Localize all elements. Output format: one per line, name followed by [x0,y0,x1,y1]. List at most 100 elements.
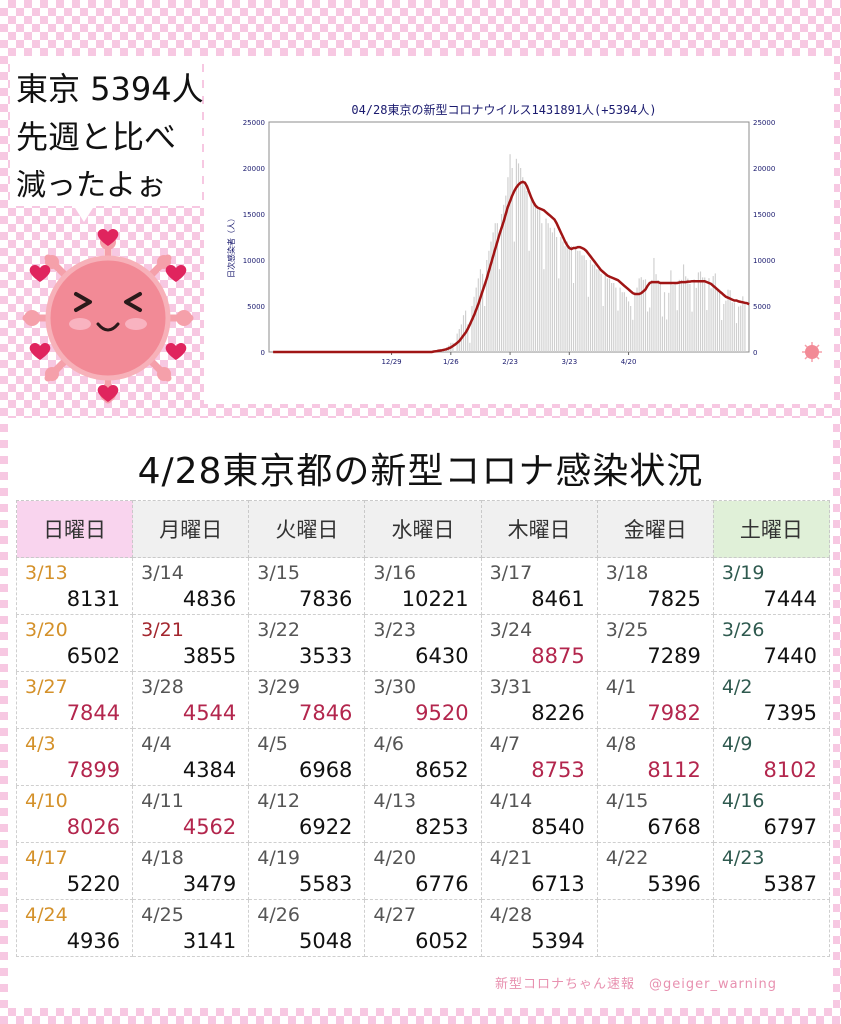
speech-line-compare: 先週と比べ [16,118,177,156]
cell-date: 3/28 [141,676,184,698]
cell-date: 3/30 [373,676,417,698]
daily-bar [503,204,505,352]
daily-bar [490,241,492,352]
daily-bar [598,269,600,352]
weekday-header-row: 日曜日 月曜日 火曜日 水曜日 木曜日 金曜日 土曜日 [15,500,831,558]
cell-date: 4/2 [721,676,753,698]
daily-bar [704,277,706,352]
daily-bar [541,223,543,352]
daily-bar [566,241,568,352]
cell-count: 5583 [298,872,353,896]
daily-bar [475,287,477,352]
daily-bar [630,306,632,352]
day-cell: 3/13 8131 [15,557,134,615]
cell-count: 8026 [66,815,121,839]
day-cell: 3/31 8226 [480,671,598,729]
daily-bar [655,274,657,352]
week-row: 4/3 7899 4/4 4384 4/5 6968 4/6 8652 4/7 8753 4/8 81… [15,728,831,786]
cell-date: 4/1 [605,676,637,698]
cell-date: 3/31 [489,676,533,698]
cell-date: 4/10 [25,790,68,812]
daily-bar [723,303,725,352]
cell-date: 4/17 [25,847,68,869]
day-cell: 3/28 4544 [132,671,250,729]
day-cell: 3/30 9520 [364,671,482,729]
weekday-header: 火曜日 [248,500,366,558]
day-cell: 4/16 6797 [712,785,831,843]
cell-count: 7836 [298,587,353,611]
weekday-header: 日曜日 [15,500,134,558]
day-cell: 4/12 6922 [248,785,366,843]
ytick-left-label: 10000 [243,257,265,265]
cell-count: 6768 [647,815,701,839]
daily-bar [577,250,579,352]
daily-bar [543,269,545,352]
cell-count: 6502 [66,644,121,668]
daily-bar [486,260,488,352]
daily-bar [663,292,666,352]
daily-bar [685,276,687,352]
day-cell: 4/24 4936 [15,899,134,957]
day-cell: 3/25 7289 [596,614,714,672]
day-cell: 4/5 6968 [248,728,366,786]
daily-bar [649,307,651,352]
cell-count: 3141 [182,929,237,953]
day-cell: 4/13 8253 [364,785,482,843]
daily-bar [710,288,712,352]
daily-bar [613,283,615,352]
xtick-label: 4/20 [621,358,637,366]
cell-count: 9520 [415,701,469,725]
cell-count: 7289 [647,644,701,668]
daily-bar [638,278,640,352]
cell-count: 6713 [531,872,585,896]
daily-bar [545,218,547,352]
daily-bar [496,223,498,352]
daily-bar [592,264,594,352]
daily-bar [691,311,693,352]
cell-date: 4/9 [721,733,753,755]
speech-bubble-tail [70,200,98,222]
day-cell [596,899,714,957]
cell-date: 3/19 [721,562,765,584]
cell-count: 5396 [647,872,701,896]
day-cell: 4/2 7395 [712,671,831,729]
weekly-case-table: 日曜日 月曜日 火曜日 水曜日 木曜日 金曜日 土曜日 3/13 8131 3/14 4836 3/… [15,500,831,957]
daily-bar [509,154,511,352]
daily-bar [708,278,710,352]
cell-count: 5387 [763,872,817,896]
weekday-header: 月曜日 [132,500,250,558]
daily-bar [725,300,727,352]
day-cell: 3/24 8875 [480,614,598,672]
cell-count: 8253 [415,815,469,839]
daily-bar [712,276,714,352]
chart-title: 04/28東京の新型コロナウイルス1431891人(+5394人) [351,102,656,117]
daily-bar [549,227,551,352]
daily-bar [733,302,735,352]
day-cell: 3/14 4836 [132,557,250,615]
daily-bar [572,283,575,352]
daily-bar [657,280,659,352]
day-cell: 4/7 8753 [480,728,598,786]
daily-bar [716,289,719,352]
daily-bar [473,296,475,352]
cell-count: 4544 [182,701,237,725]
cell-count: 7825 [647,587,701,611]
seven-day-average-line [273,180,750,354]
day-cell: 4/1 7982 [596,671,714,729]
cell-count: 7444 [763,587,817,611]
cell-date: 3/16 [373,562,417,584]
daily-bar [619,287,621,352]
cell-date: 3/27 [25,676,68,698]
cell-count: 6968 [298,758,353,782]
xtick-label: 2/23 [502,358,518,366]
daily-bar [738,306,740,352]
weekday-header: 金曜日 [596,500,714,558]
daily-bar [621,292,623,352]
daily-bar [682,264,685,352]
cell-count: 7844 [66,701,121,725]
day-cell: 3/29 7846 [248,671,366,729]
daily-bar [579,250,581,352]
cell-date: 3/18 [605,562,649,584]
cell-count: 5394 [531,929,585,953]
ytick-left-label: 20000 [243,165,265,173]
